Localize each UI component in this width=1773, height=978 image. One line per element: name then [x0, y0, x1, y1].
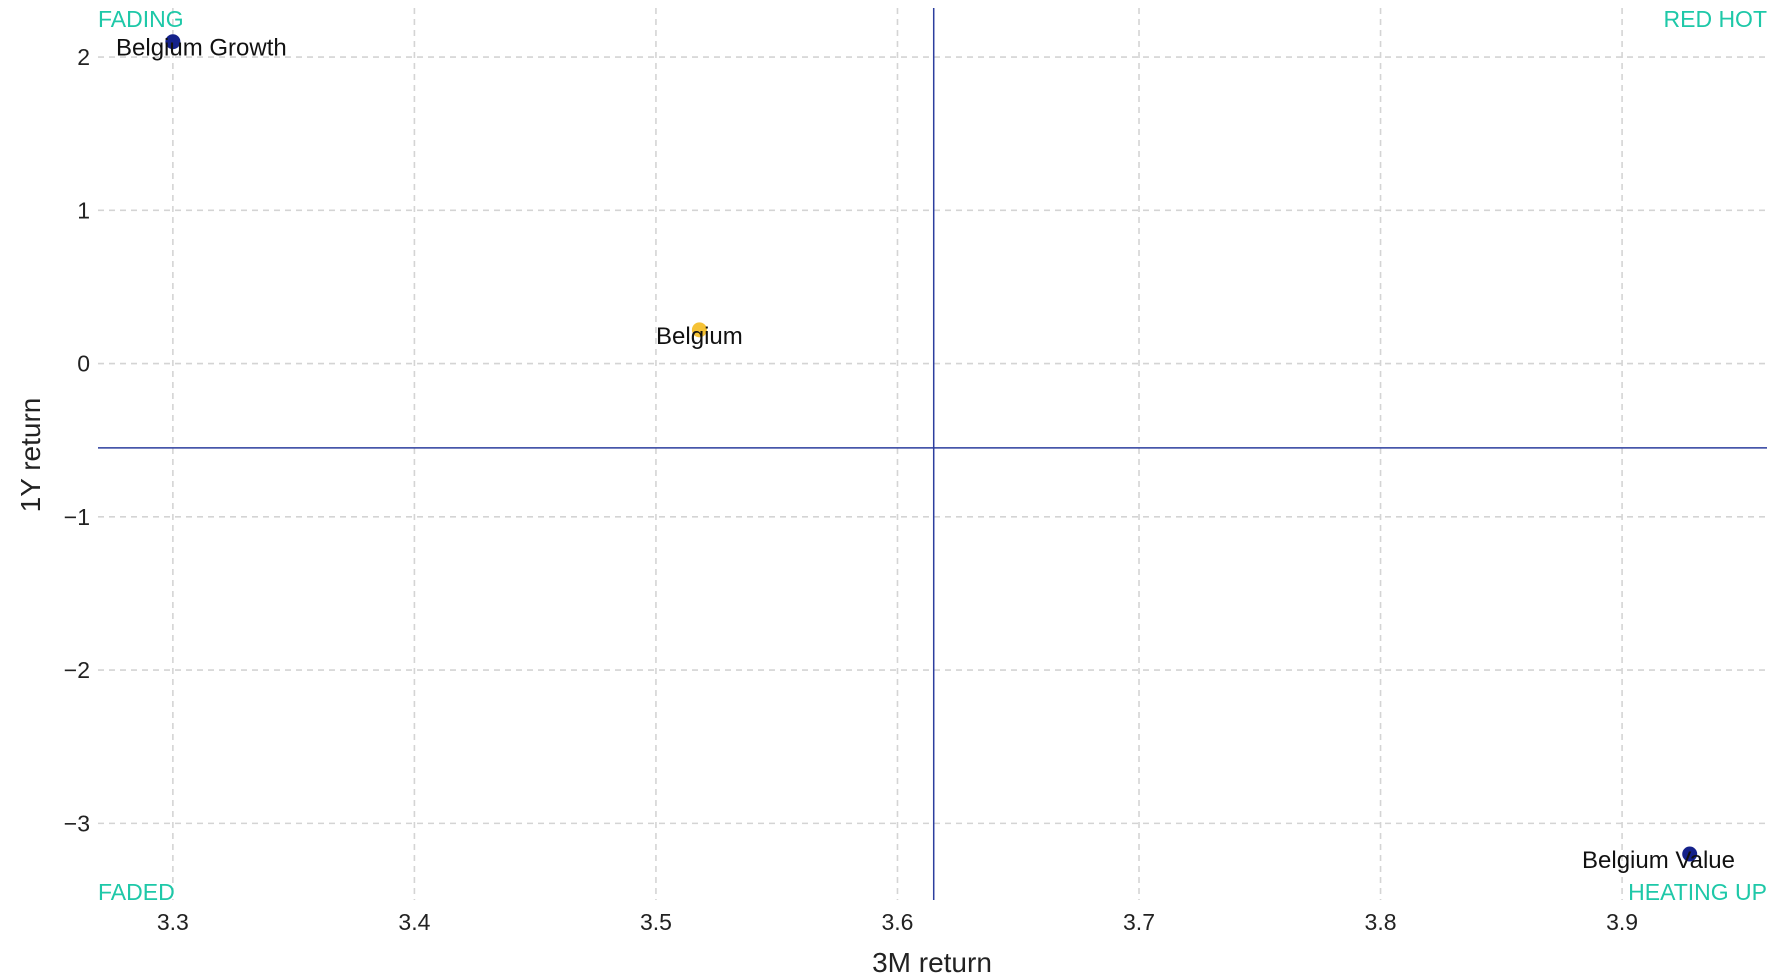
- x-tick-label: 3.9: [1606, 909, 1638, 935]
- x-axis-title: 3M return: [872, 947, 992, 978]
- x-tick-label: 3.5: [640, 909, 672, 935]
- quadrant-label-top-right: RED HOT: [1664, 6, 1768, 32]
- x-tick-label: 3.7: [1123, 909, 1155, 935]
- tick-labels: 3.3 3.4 3.5 3.6 3.7 3.8 3.9 2 1 0 −1 −2 −3: [64, 44, 1638, 935]
- quadrant-label-top-left: FADING: [98, 6, 184, 32]
- y-tick-label: 0: [77, 351, 90, 377]
- data-point-label: Belgium Value: [1582, 847, 1735, 874]
- quadrant-label-bottom-left: FADED: [98, 879, 175, 905]
- y-tick-label: −2: [64, 657, 90, 683]
- x-tick-label: 3.6: [881, 909, 913, 935]
- x-tick-label: 3.4: [398, 909, 430, 935]
- grid-lines: [98, 8, 1767, 900]
- y-tick-label: −1: [64, 504, 90, 530]
- data-point: [1682, 846, 1698, 862]
- reference-lines: [98, 8, 1767, 900]
- x-tick-label: 3.8: [1365, 909, 1397, 935]
- y-axis-title: 1Y return: [15, 398, 46, 513]
- y-tick-label: 1: [77, 197, 90, 223]
- data-point: [165, 34, 181, 50]
- y-tick-label: −3: [64, 810, 90, 836]
- data-point: [691, 322, 707, 338]
- data-point-label: Belgium Growth: [116, 35, 287, 62]
- data-point-label: Belgium: [656, 323, 743, 350]
- x-tick-label: 3.3: [157, 909, 189, 935]
- y-tick-label: 2: [77, 44, 90, 70]
- quadrant-label-bottom-right: HEATING UP: [1628, 879, 1767, 905]
- quadrant-labels: FADING RED HOT FADED HEATING UP: [98, 6, 1767, 905]
- data-points: Belgium Growth Belgium Belgium Value: [116, 34, 1735, 874]
